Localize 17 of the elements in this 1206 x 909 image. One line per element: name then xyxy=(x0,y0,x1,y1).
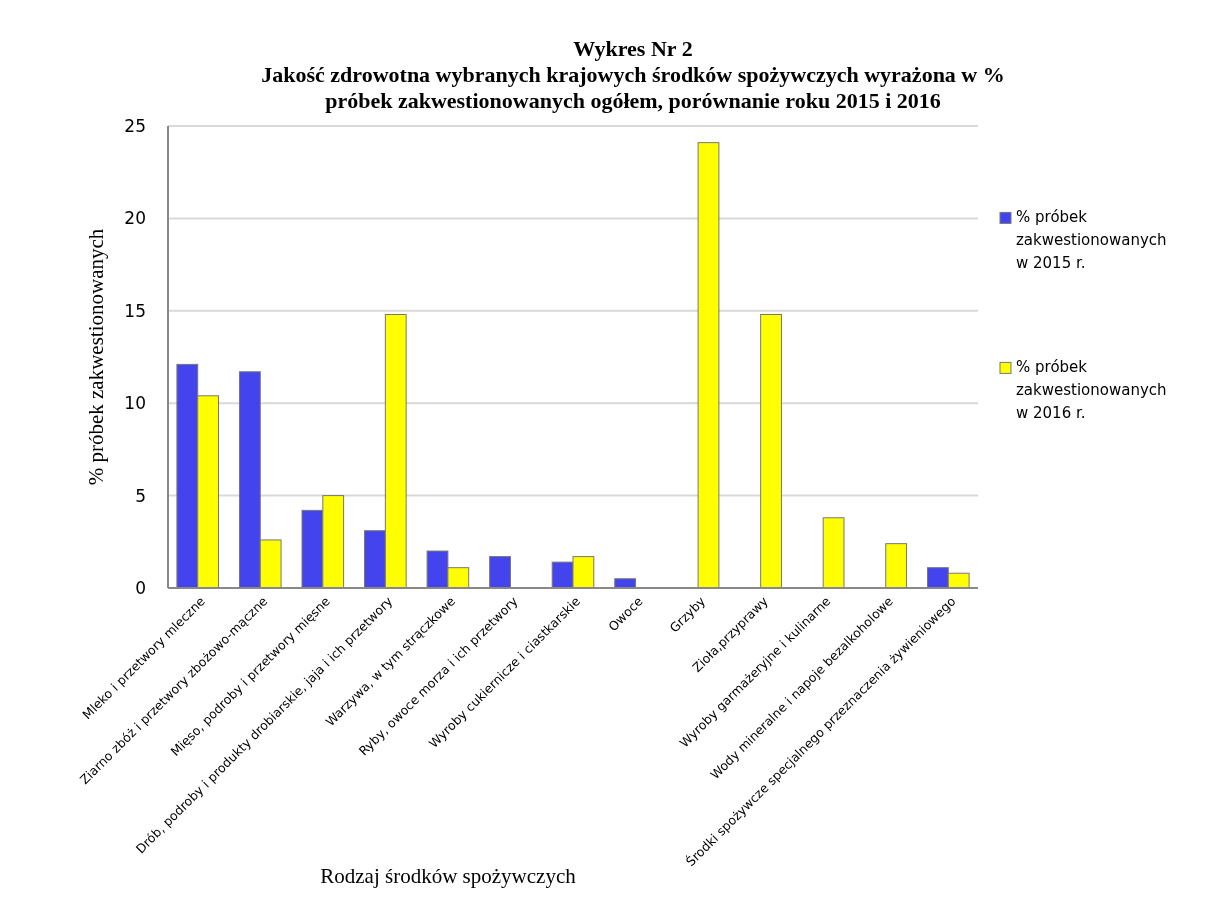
y-tick-label: 20 xyxy=(124,208,146,229)
bar xyxy=(822,517,845,589)
y-axis-title: % próbek zakwestionowanych xyxy=(84,228,108,486)
x-axis-title: Rodzaj środków spożywczych xyxy=(320,864,577,888)
y-tick-label: 10 xyxy=(124,393,146,414)
y-tick-label: 5 xyxy=(135,485,146,506)
legend-label: % próbek zakwestionowanych w 2015 r. xyxy=(1016,208,1167,273)
legend-label: % próbek zakwestionowanych w 2016 r. xyxy=(1016,358,1167,423)
chart-subtitle: Jakość zdrowotna wybranych krajowych środków spożywczych wyrażona w % próbek zakwestionowanych ogółem, porównanie roku 2015 i 2016 xyxy=(261,62,1005,113)
bar xyxy=(885,543,908,589)
bar xyxy=(760,314,782,589)
y-tick-label: 0 xyxy=(135,577,146,598)
bar xyxy=(489,556,511,589)
y-tick-label: 25 xyxy=(124,115,146,136)
bar xyxy=(697,142,720,589)
chart-title: Wykres Nr 2 xyxy=(573,36,693,61)
y-tick-label: 15 xyxy=(124,300,146,321)
